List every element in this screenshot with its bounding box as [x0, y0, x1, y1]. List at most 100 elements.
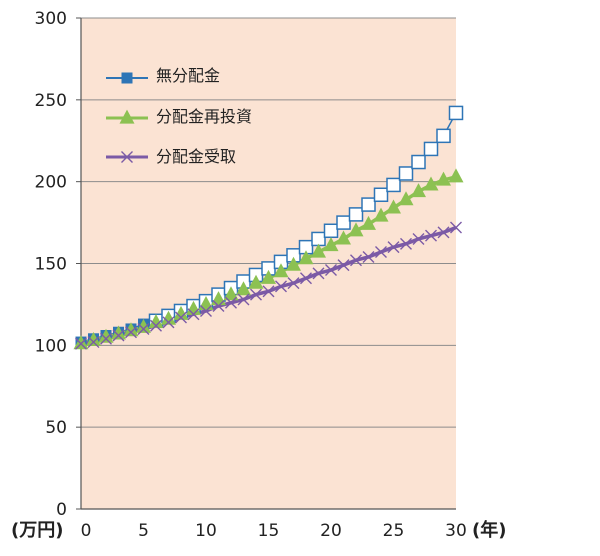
y-tick-label: 300 — [35, 9, 67, 29]
y-tick-label: 50 — [45, 418, 67, 438]
legend-marker-triangle-icon — [119, 109, 135, 124]
data-point — [212, 300, 225, 313]
data-point — [336, 215, 351, 230]
x-tick-labels: 0 5 10 15 20 25 30 — [81, 521, 467, 541]
data-point — [98, 328, 114, 343]
y-tick-labels: 0 50 100 150 200 250 300 — [35, 9, 81, 520]
data-point — [150, 319, 162, 332]
data-point — [137, 322, 150, 335]
data-point — [100, 332, 112, 345]
data-point — [261, 269, 276, 284]
legend-marker — [121, 151, 133, 163]
data-point — [287, 277, 300, 290]
data-point — [361, 215, 376, 230]
legend-label-receive: 分配金受取 — [156, 147, 236, 166]
data-point — [423, 141, 439, 157]
data-point — [361, 197, 376, 212]
data-point — [300, 272, 312, 285]
data-point — [273, 263, 289, 278]
data-point — [123, 322, 139, 337]
y-unit-label: (万円) — [11, 520, 63, 541]
x-unit-label: (年) — [472, 519, 506, 541]
data-point — [112, 329, 125, 342]
data-point — [111, 325, 126, 340]
data-point — [412, 232, 425, 245]
data-point — [187, 308, 200, 321]
series-layer — [73, 105, 464, 350]
data-point — [125, 326, 137, 339]
data-point — [148, 314, 164, 329]
x-tick-label: 30 — [445, 521, 467, 541]
data-point — [323, 223, 339, 239]
x-tick-label: 25 — [383, 521, 405, 541]
data-point — [348, 207, 364, 222]
data-point — [275, 280, 287, 293]
x-tick-label: 15 — [258, 521, 280, 541]
data-point — [236, 281, 251, 296]
data-point — [386, 177, 401, 193]
data-point — [312, 267, 325, 280]
data-point — [237, 293, 250, 306]
data-point — [373, 207, 389, 222]
legend-label-no-distribution: 無分配金 — [156, 66, 220, 85]
legend-item-no-distribution: 無分配金 — [106, 66, 220, 85]
data-point — [73, 335, 89, 350]
data-point — [411, 154, 426, 170]
data-point — [448, 168, 464, 183]
data-point — [311, 243, 326, 258]
x-tick-label: 10 — [195, 521, 217, 541]
data-point — [248, 274, 264, 289]
data-point — [436, 171, 451, 186]
data-point — [411, 183, 426, 198]
legend-marker-square-icon — [121, 72, 133, 84]
legend-label-reinvest: 分配金再投資 — [156, 107, 252, 126]
y-tick-label: 100 — [35, 336, 67, 356]
data-point — [350, 254, 362, 267]
legend: 無分配金 分配金再投資 分配金受取 — [106, 66, 252, 166]
data-point — [362, 250, 375, 263]
data-point — [286, 256, 301, 271]
data-point — [387, 241, 400, 254]
y-tick-label: 150 — [35, 255, 67, 275]
data-point — [375, 246, 387, 259]
data-point — [311, 231, 326, 247]
data-point — [437, 226, 450, 239]
x-tick-label: 20 — [320, 521, 342, 541]
legend-item-reinvest: 分配金再投資 — [106, 107, 252, 126]
data-point — [323, 237, 339, 252]
data-point — [337, 259, 350, 272]
y-tick-label: 0 — [56, 500, 67, 520]
data-point — [348, 222, 364, 237]
data-point — [223, 286, 239, 301]
data-point — [298, 250, 314, 265]
data-point — [161, 310, 176, 325]
legend-marker — [119, 109, 135, 124]
data-point — [423, 176, 439, 191]
data-point — [450, 221, 462, 234]
legend-item-receive: 分配金受取 — [106, 147, 236, 166]
legend-marker — [121, 72, 133, 84]
data-point — [325, 264, 337, 277]
y-tick-label: 200 — [35, 173, 67, 193]
data-point — [262, 285, 275, 298]
data-point — [386, 199, 401, 214]
data-point — [448, 105, 464, 121]
data-point — [400, 237, 412, 250]
data-point — [173, 305, 189, 320]
legend-marker-x-icon — [121, 151, 133, 163]
data-point — [86, 332, 101, 347]
y-tick-label: 250 — [35, 91, 67, 111]
data-point — [136, 318, 151, 333]
series-markers-1 — [73, 168, 464, 350]
data-point — [398, 166, 414, 181]
data-point — [175, 311, 187, 324]
data-point — [87, 336, 100, 349]
x-tick-label: 0 — [81, 521, 92, 541]
series-markers-2 — [75, 221, 462, 350]
data-point — [373, 187, 389, 203]
data-point — [336, 230, 351, 245]
data-point — [200, 304, 212, 317]
data-point — [225, 296, 237, 309]
data-point — [436, 128, 451, 144]
